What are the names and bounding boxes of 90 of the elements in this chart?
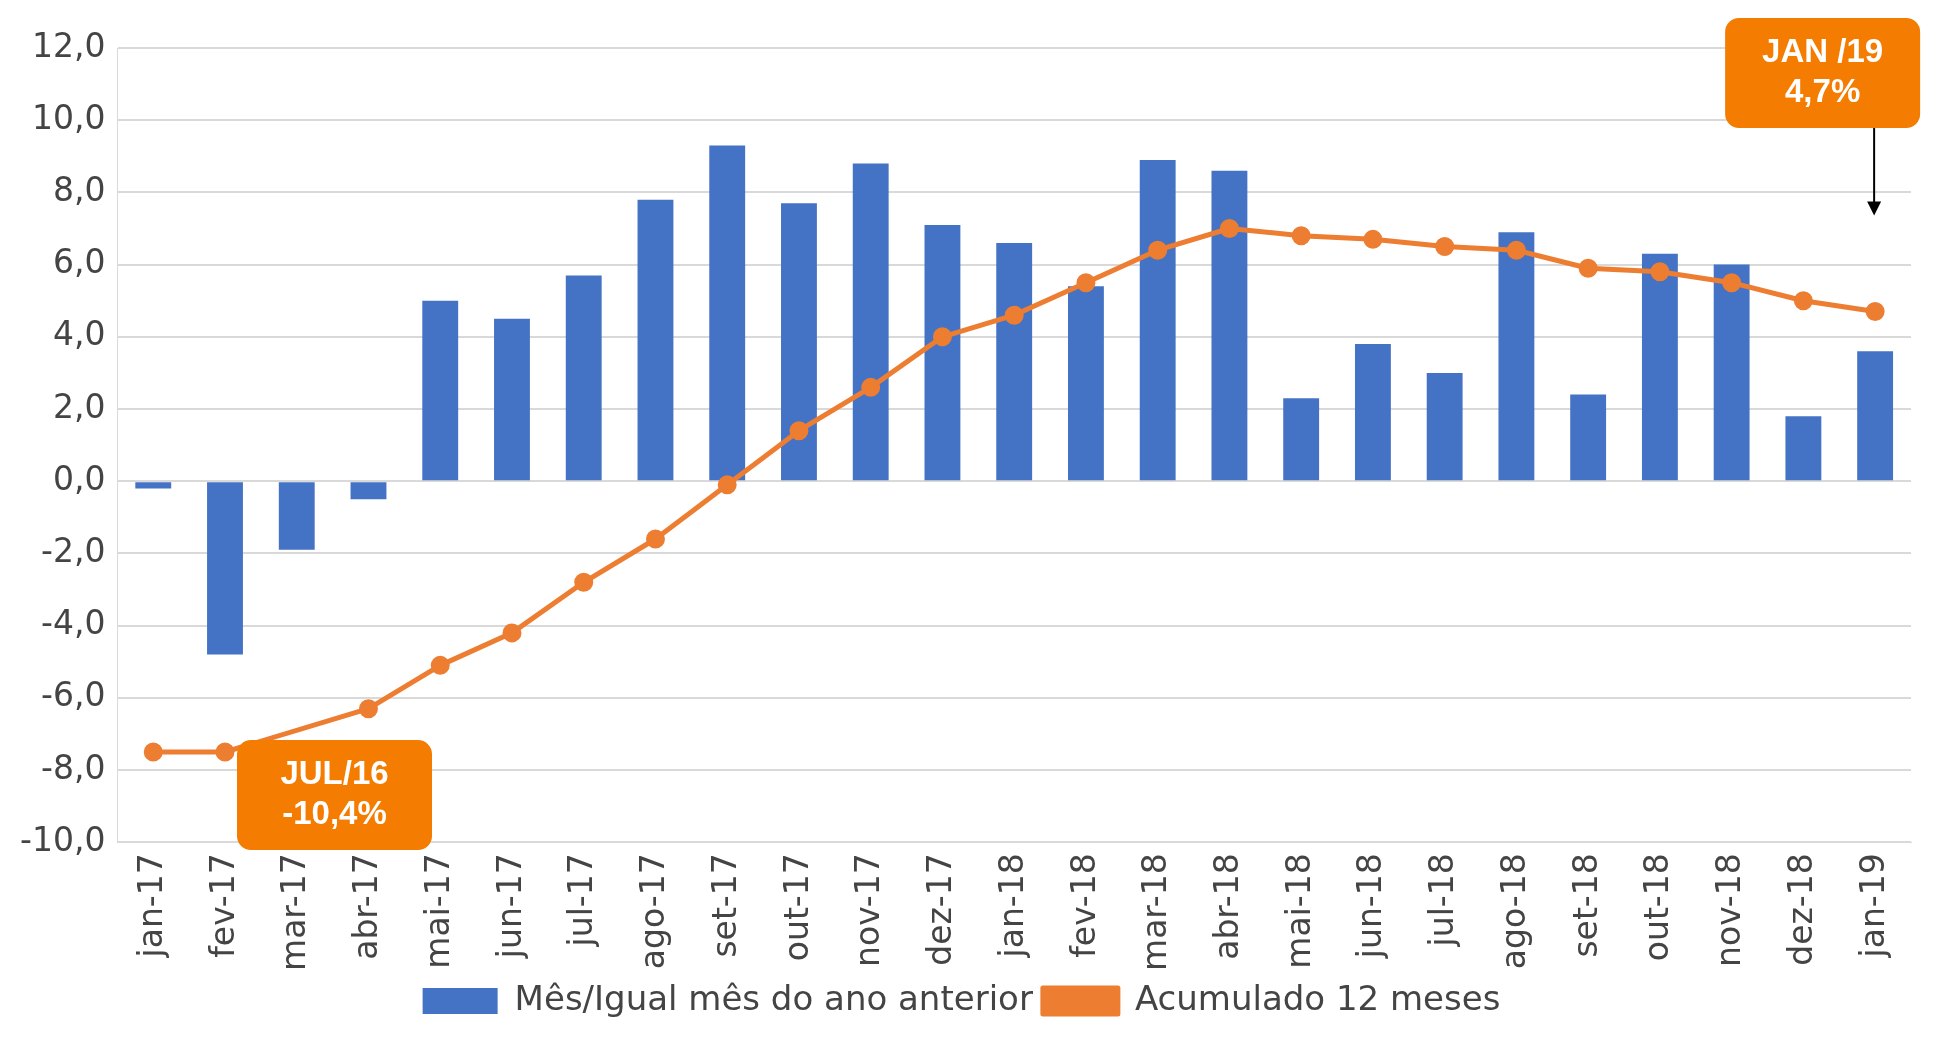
bar (1426, 372, 1463, 481)
point (1291, 226, 1311, 246)
y-tick-label: -8,0 (40, 747, 106, 787)
x-tick-label: set-18 (1565, 853, 1605, 958)
point (1865, 302, 1885, 322)
x-tick-label: nov-18 (1709, 853, 1749, 967)
point (574, 572, 594, 592)
x-tick-label: mar-18 (1135, 853, 1175, 972)
point (1722, 273, 1742, 293)
point (645, 529, 665, 549)
point (1793, 291, 1813, 311)
bar (1211, 170, 1248, 481)
point (1363, 229, 1383, 249)
x-tick-label: mar-17 (274, 853, 314, 972)
x-tick-label: jun-17 (489, 853, 529, 960)
bar (1283, 398, 1320, 481)
point (215, 742, 235, 762)
point (1650, 262, 1670, 282)
x-tick-label: mai-18 (1278, 853, 1318, 969)
bar (565, 275, 602, 481)
y-tick-label: -6,0 (40, 675, 106, 715)
point (1148, 240, 1168, 260)
point (932, 327, 952, 347)
y-tick-label: 6,0 (52, 242, 106, 282)
bar (350, 482, 387, 500)
bar (1785, 416, 1822, 481)
y-tick-label: 10,0 (31, 97, 106, 137)
point (1219, 219, 1239, 239)
x-tick-label: ago-18 (1493, 853, 1533, 970)
x-tick-label: abr-17 (346, 853, 386, 960)
point (502, 623, 522, 643)
x-tick-label: out-17 (776, 853, 816, 962)
x-tick-label: fev-18 (1063, 853, 1103, 958)
bar (924, 224, 961, 481)
bar (422, 300, 459, 481)
x-tick-label: jan-18 (991, 853, 1031, 959)
point (1578, 258, 1598, 278)
point (789, 421, 809, 441)
bar (1641, 253, 1678, 481)
x-tick-label: jan-19 (1852, 853, 1892, 959)
x-tick-label: ago-17 (633, 853, 673, 970)
bar (637, 199, 674, 481)
point (358, 699, 378, 719)
y-tick-label: -10,0 (19, 819, 106, 859)
point (1435, 237, 1455, 257)
y-tick-label: 12,0 (31, 25, 106, 65)
legend-label: Acumulado 12 meses (1134, 977, 1501, 1018)
bar (1498, 232, 1535, 481)
bar (1857, 351, 1894, 481)
x-tick-label: nov-17 (848, 853, 888, 967)
x-tick-label: fev-17 (202, 853, 242, 958)
point (1076, 273, 1096, 293)
y-tick-label: 4,0 (52, 314, 106, 354)
x-tick-label: jun-18 (1350, 853, 1390, 960)
bar (135, 482, 172, 489)
point (430, 655, 450, 675)
bar (1570, 394, 1607, 481)
bar (1354, 344, 1391, 481)
bar (1068, 286, 1104, 481)
x-tick-label: abr-18 (1207, 853, 1246, 960)
x-tick-label: mai-17 (417, 853, 457, 969)
bar (278, 482, 315, 550)
bar (1139, 159, 1176, 481)
point (143, 742, 163, 762)
x-tick-label: set-17 (704, 853, 744, 958)
x-tick-label: dez-18 (1780, 853, 1820, 966)
x-tick-label: dez-17 (920, 853, 960, 966)
y-tick-label: -4,0 (40, 603, 106, 643)
bar (494, 318, 530, 481)
bar (1713, 264, 1750, 481)
bar (996, 242, 1033, 481)
point (861, 377, 881, 397)
x-tick-label: jul-17 (561, 853, 601, 948)
point (717, 475, 737, 495)
bar (852, 163, 889, 481)
bar (709, 145, 746, 481)
x-tick-label: jul-18 (1422, 853, 1462, 948)
x-tick-label: jan-17 (130, 853, 170, 959)
y-tick-label: 0,0 (52, 458, 106, 498)
x-tick-label: out-18 (1637, 853, 1677, 962)
y-tick-label: 2,0 (52, 386, 106, 426)
y-tick-label: -2,0 (40, 531, 106, 571)
bar (207, 482, 243, 655)
point (1506, 240, 1526, 260)
bar (781, 203, 817, 481)
legend-label: Mês/Igual mês do ano anterior (514, 977, 1033, 1018)
point (1004, 305, 1024, 325)
annotation: JAN /19 4,7% (1762, 32, 1884, 110)
y-tick-label: 8,0 (52, 169, 106, 209)
annotation: JUL/16 -10,4% (280, 754, 389, 832)
